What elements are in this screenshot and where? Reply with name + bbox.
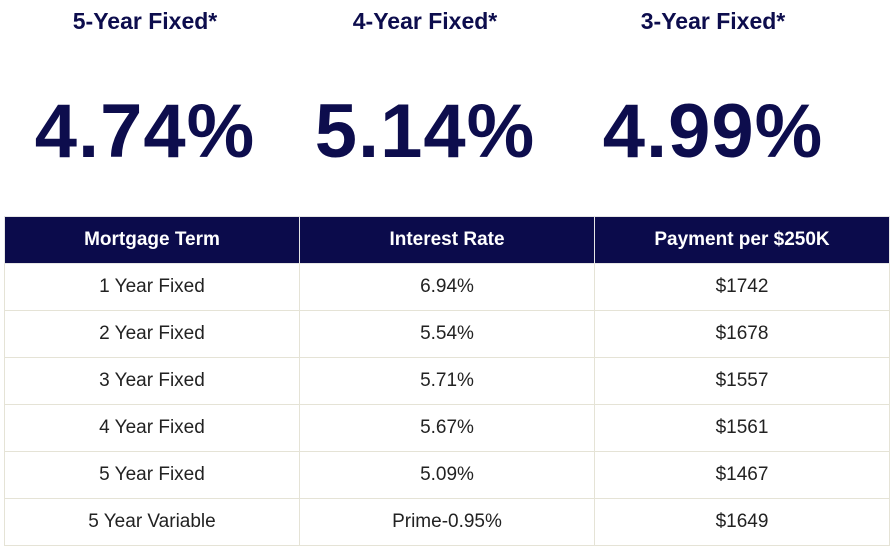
rate-cell: 5.67% (299, 404, 595, 452)
payment-cell: $1649 (594, 498, 890, 546)
rate-cell: Prime-0.95% (299, 498, 595, 546)
rate-cell: 5.71% (299, 357, 595, 405)
column-header-rate: Interest Rate (299, 216, 595, 264)
table-row: 1 Year Fixed 6.94% $1742 (4, 263, 890, 311)
payment-cell: $1467 (594, 451, 890, 499)
term-cell: 3 Year Fixed (4, 357, 300, 405)
featured-rate-label: 3-Year Fixed* (640, 8, 786, 34)
payment-cell: $1742 (594, 263, 890, 311)
featured-rate-label: 4-Year Fixed* (352, 8, 498, 34)
term-cell: 1 Year Fixed (4, 263, 300, 311)
table-row: 4 Year Fixed 5.67% $1561 (4, 404, 890, 452)
rate-cell: 5.54% (299, 310, 595, 358)
table-row: 5 Year Variable Prime-0.95% $1649 (4, 498, 890, 546)
featured-rate-label: 5-Year Fixed* (72, 8, 218, 34)
column-header-payment: Payment per $250K (594, 216, 890, 264)
payment-cell: $1561 (594, 404, 890, 452)
term-cell: 5 Year Fixed (4, 451, 300, 499)
rate-cell: 5.09% (299, 451, 595, 499)
table-header-row: Mortgage Term Interest Rate Payment per … (4, 216, 890, 264)
payment-cell: $1678 (594, 310, 890, 358)
featured-rate-value: 4.99% (602, 89, 824, 174)
term-cell: 5 Year Variable (4, 498, 300, 546)
term-cell: 4 Year Fixed (4, 404, 300, 452)
column-header-term: Mortgage Term (4, 216, 300, 264)
featured-rate-value: 4.74% (34, 89, 256, 174)
featured-rates: 5-Year Fixed* 4.74% 4-Year Fixed* 5.14% … (0, 0, 892, 216)
featured-rate-value: 5.14% (314, 89, 536, 174)
rate-cell: 6.94% (299, 263, 595, 311)
payment-cell: $1557 (594, 357, 890, 405)
table-row: 5 Year Fixed 5.09% $1467 (4, 451, 890, 499)
table-row: 2 Year Fixed 5.54% $1678 (4, 310, 890, 358)
table-row: 3 Year Fixed 5.71% $1557 (4, 357, 890, 405)
mortgage-rates-table: Mortgage Term Interest Rate Payment per … (4, 216, 890, 546)
term-cell: 2 Year Fixed (4, 310, 300, 358)
